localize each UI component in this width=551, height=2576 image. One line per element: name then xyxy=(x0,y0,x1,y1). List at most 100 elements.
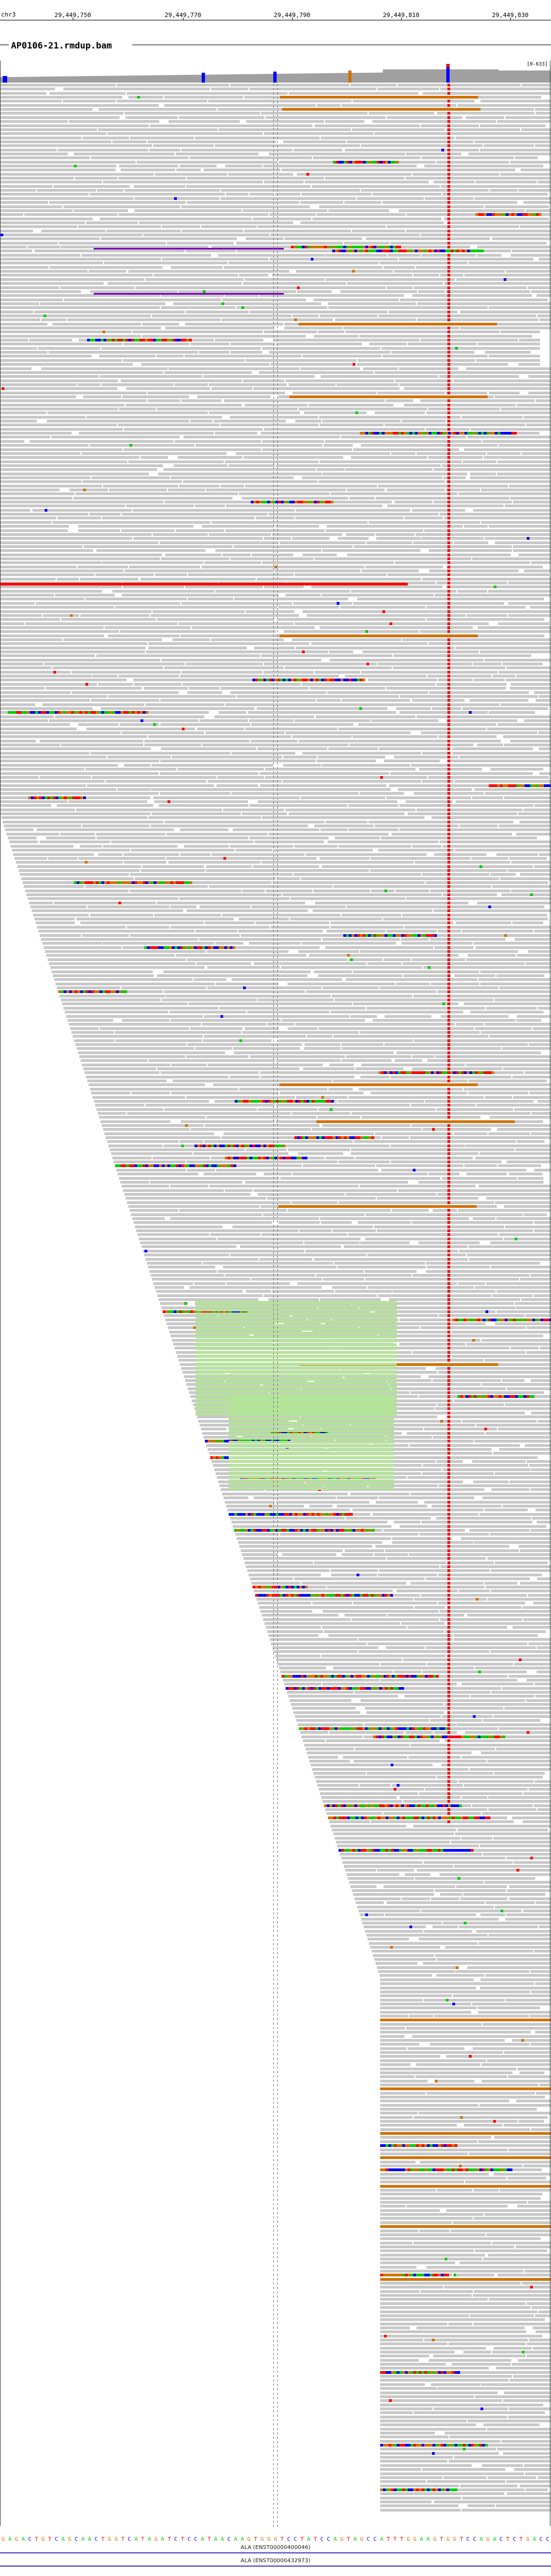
mismatch-base xyxy=(63,990,67,993)
aligned-read xyxy=(461,1537,551,1540)
mismatch-base xyxy=(129,444,132,447)
mismatch-base xyxy=(300,1513,304,1516)
aligned-read xyxy=(0,116,120,119)
aligned-read xyxy=(521,128,551,131)
mismatch-base xyxy=(447,1820,450,1823)
read-alignments[interactable] xyxy=(0,84,551,2529)
aligned-read xyxy=(473,509,551,512)
mismatch-base xyxy=(66,711,68,714)
mismatch-base xyxy=(447,857,450,860)
aligned-read xyxy=(386,399,413,402)
aligned-read xyxy=(307,1319,331,1321)
aligned-read xyxy=(320,460,462,463)
aligned-read xyxy=(345,978,478,981)
aligned-read xyxy=(534,930,551,932)
aligned-read xyxy=(449,1456,538,1459)
mismatch-base xyxy=(407,934,409,937)
aligned-read xyxy=(98,853,122,856)
mismatch-base xyxy=(316,1529,320,1532)
aligned-read xyxy=(107,282,242,285)
mismatch-base xyxy=(168,800,170,803)
aligned-read xyxy=(70,1027,99,1030)
mismatch-base xyxy=(421,1849,424,1852)
aligned-read xyxy=(380,2149,507,2151)
aligned-read xyxy=(365,1270,417,1273)
mismatch-base xyxy=(447,970,450,973)
aligned-read xyxy=(102,517,255,519)
mismatch-base xyxy=(370,1727,374,1730)
aligned-read xyxy=(191,343,229,345)
aligned-read xyxy=(0,392,147,394)
coverage-track[interactable] xyxy=(0,62,551,83)
aligned-read xyxy=(423,1962,551,1965)
aligned-read xyxy=(525,962,551,965)
mismatch-base xyxy=(359,707,362,710)
aligned-read xyxy=(505,1918,551,1921)
aligned-read xyxy=(242,890,265,892)
mismatch-base xyxy=(262,501,264,503)
aligned-read xyxy=(0,193,89,196)
aligned-read xyxy=(535,1695,551,1698)
mismatch-base xyxy=(479,865,483,868)
aligned-read xyxy=(375,1545,510,1548)
aligned-read xyxy=(380,2209,440,2212)
mismatch-base xyxy=(427,2144,430,2147)
aligned-read xyxy=(166,1322,275,1325)
mismatch-base xyxy=(447,383,450,386)
aligned-read xyxy=(164,96,243,99)
aligned-read xyxy=(29,902,53,904)
aligned-read xyxy=(219,128,351,131)
mismatch-base xyxy=(447,735,450,738)
mismatch-base xyxy=(80,990,83,993)
mismatch-base xyxy=(298,1675,301,1678)
track-header[interactable]: AP0106-21.rmdup.bam xyxy=(0,40,551,51)
mismatch-base xyxy=(365,250,368,252)
mismatch-base xyxy=(169,946,172,949)
aligned-read xyxy=(493,1837,551,1840)
mismatch-base xyxy=(447,1152,450,1155)
mismatch-base xyxy=(435,1816,439,1819)
aligned-read xyxy=(0,149,57,151)
aligned-read xyxy=(214,420,286,422)
aligned-read xyxy=(230,1076,260,1078)
aligned-read xyxy=(127,1112,291,1115)
mismatch-base xyxy=(395,1736,398,1738)
coverage-bar xyxy=(223,74,226,83)
mismatch-base xyxy=(193,1326,196,1329)
aligned-read xyxy=(223,809,284,811)
mismatch-base xyxy=(443,1849,446,1852)
mismatch-base xyxy=(336,1513,339,1516)
aligned-read xyxy=(474,2217,551,2220)
aligned-read xyxy=(415,533,551,536)
deletion-bar xyxy=(380,2156,551,2159)
aligned-read xyxy=(494,999,551,1001)
aligned-read xyxy=(121,379,242,382)
mismatch-base xyxy=(447,444,450,447)
mismatch-base xyxy=(285,1586,289,1588)
aligned-read xyxy=(342,1553,374,1556)
mismatch-base xyxy=(409,934,412,937)
mismatch-base xyxy=(447,1748,450,1750)
aligned-read xyxy=(321,375,438,378)
mismatch-base xyxy=(380,161,382,164)
aligned-read xyxy=(0,590,102,593)
mismatch-base xyxy=(447,675,450,677)
genome-ruler[interactable]: chr3 29,449,750 29,449,770 29,449,790 29… xyxy=(0,0,551,21)
mismatch-base xyxy=(307,246,310,248)
aligned-read xyxy=(181,634,287,637)
aligned-read xyxy=(511,254,551,257)
mismatch-base xyxy=(66,990,69,993)
coverage-bar xyxy=(493,69,496,83)
aligned-read xyxy=(459,1926,538,1928)
mismatch-base xyxy=(361,1675,365,1678)
aligned-read xyxy=(84,1071,160,1074)
coverage-bar xyxy=(105,75,107,83)
aligned-read xyxy=(0,460,127,463)
mismatch-base xyxy=(83,489,86,491)
mismatch-base xyxy=(118,990,122,993)
coverage-bar xyxy=(251,74,253,83)
aligned-read xyxy=(9,840,38,843)
mismatch-base xyxy=(306,1675,310,1678)
mismatch-base xyxy=(521,1395,523,1398)
ruler-tick-label: 29,449,830 xyxy=(491,12,529,19)
